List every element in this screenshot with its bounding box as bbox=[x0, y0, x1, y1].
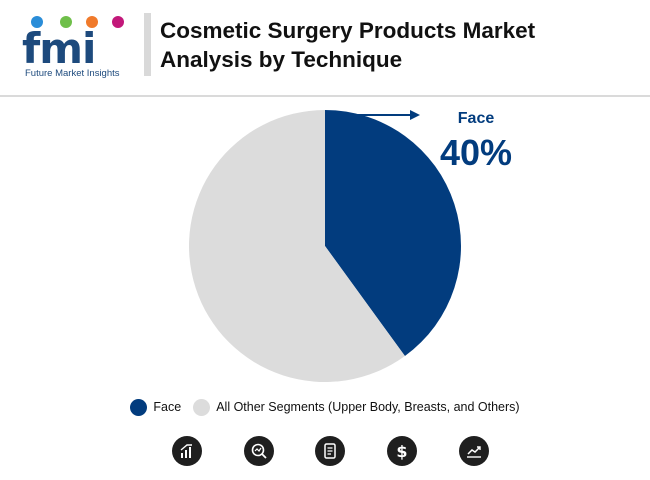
pie-chart: Face 40% bbox=[0, 97, 650, 397]
page-title: Cosmetic Surgery Products Market Analysi… bbox=[160, 18, 536, 72]
callout-arrow-icon bbox=[410, 110, 420, 120]
logo-text: fmi bbox=[22, 24, 96, 73]
legend-label-others: All Other Segments (Upper Body, Breasts,… bbox=[216, 400, 520, 414]
dollar-icon[interactable]: $ bbox=[387, 436, 417, 466]
pie-chart-svg: Face 40% bbox=[188, 110, 512, 382]
legend-item-others: All Other Segments (Upper Body, Breasts,… bbox=[193, 398, 520, 416]
header: fmi Future Market Insights Cosmetic Surg… bbox=[0, 0, 650, 96]
header-divider bbox=[0, 95, 650, 97]
footer-icon-row: $ bbox=[0, 436, 650, 470]
pie-slice-all bbox=[188, 110, 405, 382]
logo-decoration-icon bbox=[31, 16, 124, 28]
callout-label: Face bbox=[458, 110, 495, 127]
pie-slice-face bbox=[325, 110, 461, 357]
brand-logo[interactable]: fmi Future Market Insights bbox=[22, 12, 142, 79]
legend-swatch-face bbox=[130, 398, 148, 416]
legend-label-face: Face bbox=[153, 400, 182, 414]
title-accent-bar bbox=[144, 13, 151, 76]
legend-item-face: Face bbox=[130, 398, 182, 416]
magnifier-trend-icon[interactable] bbox=[244, 436, 274, 466]
document-icon[interactable] bbox=[315, 436, 345, 466]
legend-swatch-others bbox=[193, 398, 211, 416]
callout-value: 40% bbox=[440, 132, 512, 173]
line-growth-icon[interactable] bbox=[459, 436, 489, 466]
svg-text:$: $ bbox=[396, 442, 407, 460]
bar-chart-icon[interactable] bbox=[172, 436, 202, 466]
logo-tagline: Future Market Insights bbox=[25, 68, 120, 79]
chart-legend: Face All Other Segments (Upper Body, Bre… bbox=[0, 396, 650, 418]
